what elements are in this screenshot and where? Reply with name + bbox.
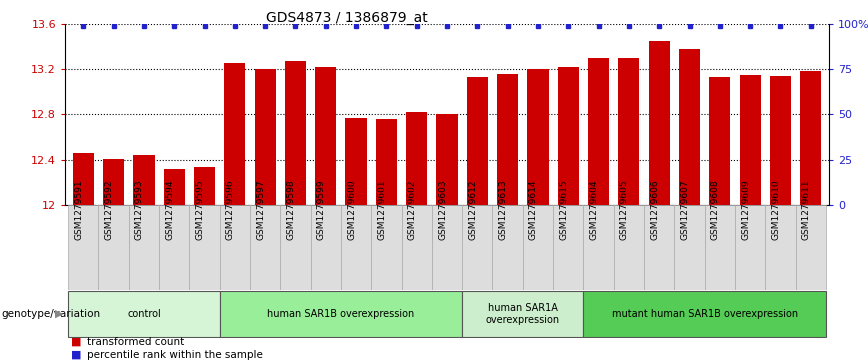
Text: GSM1279597: GSM1279597 [256, 179, 265, 240]
Text: GSM1279609: GSM1279609 [741, 179, 750, 240]
Text: GSM1279591: GSM1279591 [75, 179, 83, 240]
Text: GSM1279612: GSM1279612 [469, 179, 477, 240]
Bar [406, 112, 427, 205]
Bar [557, 67, 579, 205]
Bar [376, 119, 397, 205]
FancyBboxPatch shape [614, 205, 644, 290]
Bar [709, 77, 731, 205]
Text: GSM1279614: GSM1279614 [529, 179, 538, 240]
FancyBboxPatch shape [766, 205, 796, 290]
Text: GSM1279613: GSM1279613 [498, 179, 508, 240]
Text: GSM1279594: GSM1279594 [165, 179, 174, 240]
Text: mutant human SAR1B overexpression: mutant human SAR1B overexpression [612, 309, 798, 319]
FancyBboxPatch shape [280, 205, 311, 290]
FancyBboxPatch shape [583, 291, 826, 337]
FancyBboxPatch shape [372, 205, 402, 290]
Text: control: control [127, 309, 161, 319]
Text: GSM1279596: GSM1279596 [226, 179, 235, 240]
Bar [528, 69, 549, 205]
Text: GSM1279607: GSM1279607 [681, 179, 689, 240]
FancyBboxPatch shape [523, 205, 553, 290]
FancyBboxPatch shape [644, 205, 674, 290]
Text: GSM1279610: GSM1279610 [772, 179, 780, 240]
Text: GSM1279604: GSM1279604 [589, 179, 599, 240]
Bar [770, 76, 791, 205]
FancyBboxPatch shape [462, 205, 492, 290]
Text: GSM1279601: GSM1279601 [378, 179, 386, 240]
Bar [437, 114, 457, 205]
Bar [740, 75, 760, 205]
Text: GSM1279592: GSM1279592 [105, 179, 114, 240]
Text: GSM1279595: GSM1279595 [195, 179, 205, 240]
Text: GSM1279611: GSM1279611 [802, 179, 811, 240]
Bar [800, 71, 821, 205]
FancyBboxPatch shape [553, 205, 583, 290]
Bar [588, 58, 609, 205]
Text: genotype/variation: genotype/variation [2, 309, 101, 319]
Bar [254, 69, 276, 205]
Bar [285, 61, 306, 205]
Text: ▶: ▶ [55, 309, 63, 319]
Text: percentile rank within the sample: percentile rank within the sample [87, 350, 263, 360]
Text: GSM1279600: GSM1279600 [347, 179, 356, 240]
FancyBboxPatch shape [220, 205, 250, 290]
FancyBboxPatch shape [159, 205, 189, 290]
Text: GSM1279615: GSM1279615 [559, 179, 569, 240]
Text: GSM1279593: GSM1279593 [135, 179, 144, 240]
FancyBboxPatch shape [492, 205, 523, 290]
FancyBboxPatch shape [583, 205, 614, 290]
Text: GSM1279599: GSM1279599 [317, 179, 326, 240]
Bar [194, 167, 215, 205]
FancyBboxPatch shape [674, 205, 705, 290]
Text: GDS4873 / 1386879_at: GDS4873 / 1386879_at [266, 11, 428, 25]
FancyBboxPatch shape [432, 205, 462, 290]
FancyBboxPatch shape [705, 205, 735, 290]
Bar [679, 49, 700, 205]
FancyBboxPatch shape [735, 205, 766, 290]
Bar [648, 41, 670, 205]
Bar [315, 67, 337, 205]
FancyBboxPatch shape [68, 205, 98, 290]
Text: GSM1279608: GSM1279608 [711, 179, 720, 240]
FancyBboxPatch shape [220, 291, 462, 337]
FancyBboxPatch shape [341, 205, 372, 290]
Text: GSM1279598: GSM1279598 [286, 179, 295, 240]
Text: human SAR1B overexpression: human SAR1B overexpression [267, 309, 415, 319]
FancyBboxPatch shape [796, 205, 826, 290]
Bar [497, 73, 518, 205]
Text: ■: ■ [71, 350, 82, 360]
FancyBboxPatch shape [128, 205, 159, 290]
FancyBboxPatch shape [98, 205, 128, 290]
Bar [467, 77, 488, 205]
Text: GSM1279602: GSM1279602 [408, 179, 417, 240]
Bar [618, 58, 640, 205]
FancyBboxPatch shape [68, 291, 220, 337]
Bar [134, 155, 155, 205]
Bar [73, 153, 94, 205]
FancyBboxPatch shape [311, 205, 341, 290]
Bar [224, 63, 246, 205]
Text: GSM1279606: GSM1279606 [650, 179, 659, 240]
Text: human SAR1A
overexpression: human SAR1A overexpression [486, 303, 560, 325]
FancyBboxPatch shape [189, 205, 220, 290]
Bar [345, 118, 366, 205]
FancyBboxPatch shape [250, 205, 280, 290]
FancyBboxPatch shape [402, 205, 432, 290]
Text: transformed count: transformed count [87, 337, 184, 347]
Text: GSM1279603: GSM1279603 [438, 179, 447, 240]
FancyBboxPatch shape [462, 291, 583, 337]
Text: ■: ■ [71, 337, 82, 347]
Bar [103, 159, 124, 205]
Text: GSM1279605: GSM1279605 [620, 179, 629, 240]
Bar [163, 169, 185, 205]
